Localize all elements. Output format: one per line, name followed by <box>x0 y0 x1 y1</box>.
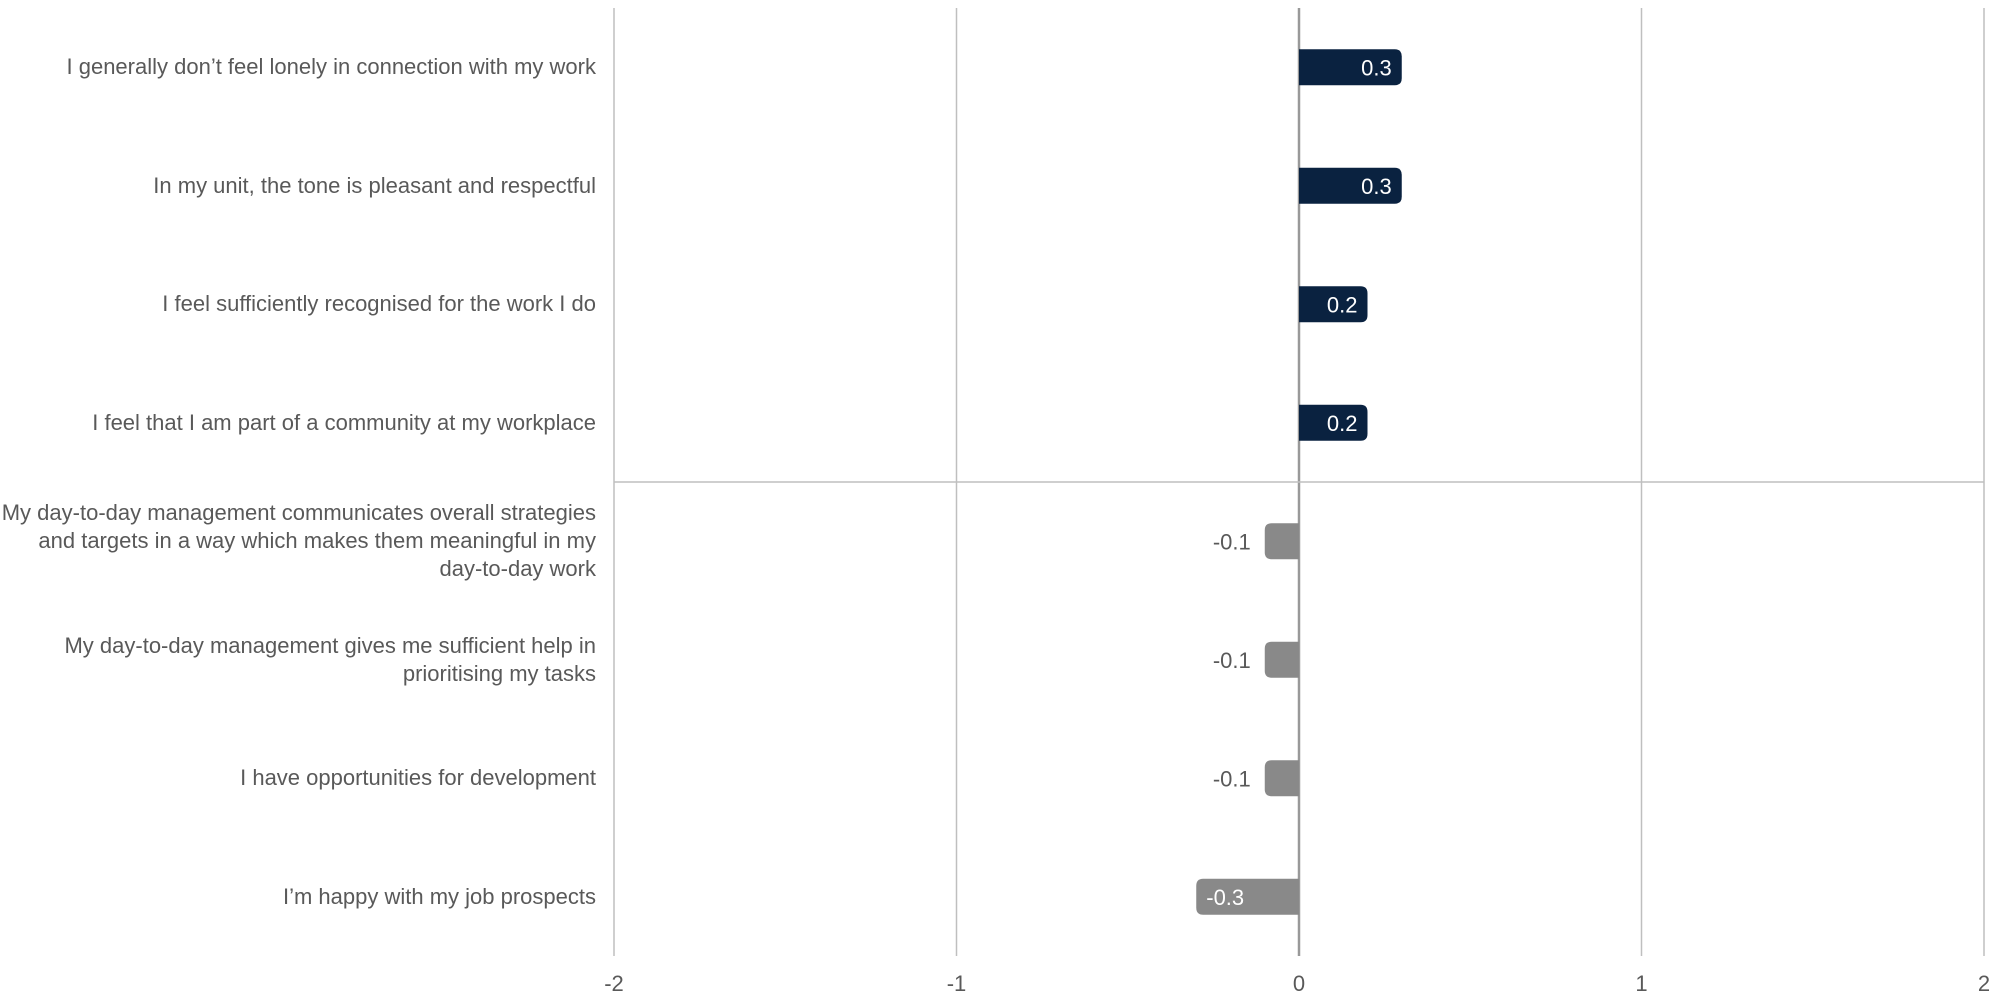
x-tick-label: -1 <box>947 971 967 992</box>
bar <box>1196 878 1299 915</box>
data-label: 0.2 <box>1327 292 1358 317</box>
bar <box>1299 286 1368 323</box>
category-label: I’m happy with my job prospects <box>282 883 596 909</box>
bar <box>1299 167 1402 204</box>
data-label: -0.1 <box>1213 529 1251 554</box>
category-label: In my unit, the tone is pleasant and res… <box>153 172 596 198</box>
data-label: 0.3 <box>1361 55 1392 80</box>
data-label: -0.1 <box>1213 766 1251 791</box>
category-label: My day-to-day management communicates ov… <box>1 500 596 582</box>
data-label: 0.2 <box>1327 411 1358 436</box>
data-label: 0.3 <box>1361 174 1392 199</box>
category-label: I have opportunities for development <box>240 765 596 791</box>
bar <box>1299 404 1368 441</box>
category-label: I feel that I am part of a community at … <box>92 409 596 435</box>
x-tick-label: 2 <box>1978 971 1990 992</box>
x-tick-label: 1 <box>1635 971 1647 992</box>
data-label: -0.3 <box>1206 885 1244 910</box>
data-label: -0.1 <box>1213 648 1251 673</box>
category-label: My day-to-day management gives me suffic… <box>64 632 596 686</box>
category-label: I feel sufficiently recognised for the w… <box>162 291 596 317</box>
bar <box>1264 641 1299 678</box>
bar <box>1264 523 1299 560</box>
x-tick-label: 0 <box>1293 971 1305 992</box>
bar <box>1264 760 1299 797</box>
category-label: I generally don’t feel lonely in connect… <box>66 54 597 80</box>
x-tick-label: -2 <box>604 971 624 992</box>
bar <box>1299 49 1402 86</box>
